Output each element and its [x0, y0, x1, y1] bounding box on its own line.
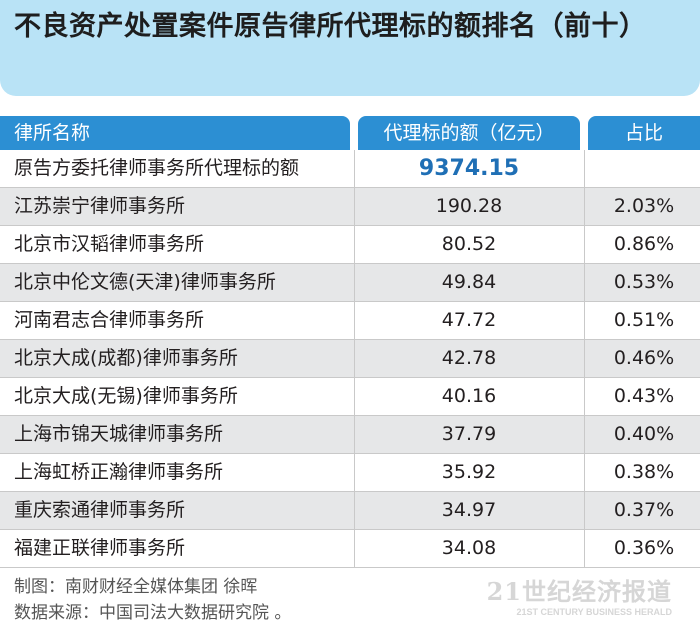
cell-amount: 34.97	[441, 499, 497, 521]
cell-share: 2.03%	[613, 195, 675, 217]
cell-firm-name: 上海市锦天城律师事务所	[14, 423, 224, 445]
chart-credit: 制图：南财财经全媒体集团 徐晖	[14, 577, 258, 597]
table-header: 律所名称 代理标的额（亿元） 占比	[0, 116, 700, 150]
logo-main-text: 21世纪经济报道	[486, 577, 672, 606]
column-divider	[584, 150, 585, 568]
publisher-logo: 21世纪经济报道 21ST CENTURY BUSINESS HERALD	[487, 578, 672, 618]
header-amount: 代理标的额（亿元）	[358, 116, 580, 150]
cell-amount: 35.92	[441, 461, 497, 483]
cell-amount: 37.79	[441, 423, 497, 445]
cell-share: 0.86%	[613, 233, 675, 255]
cell-share: 0.51%	[613, 309, 675, 331]
cell-firm-name: 北京大成(无锡)律师事务所	[14, 385, 238, 407]
cell-firm-name: 原告方委托律师事务所代理标的额	[14, 157, 300, 179]
table-row: 河南君志合律师事务所 47.72 0.51%	[0, 302, 700, 340]
table-row: 北京市汉韬律师事务所 80.52 0.86%	[0, 226, 700, 264]
cell-firm-name: 上海虹桥正瀚律师事务所	[14, 461, 224, 483]
table-row: 福建正联律师事务所 34.08 0.36%	[0, 530, 700, 568]
cell-share: 0.37%	[613, 499, 675, 521]
cell-amount: 80.52	[441, 233, 497, 255]
cell-share	[588, 150, 700, 187]
data-source: 数据来源：中国司法大数据研究院 。	[14, 603, 292, 623]
page-title: 不良资产处置案件原告律所代理标的额排名（前十）	[14, 11, 647, 42]
footer-notes: 制图：南财财经全媒体集团 徐晖 数据来源：中国司法大数据研究院 。	[14, 574, 291, 626]
cell-share: 0.43%	[613, 385, 675, 407]
header-share: 占比	[588, 116, 700, 150]
cell-firm-name: 江苏崇宁律师事务所	[14, 195, 186, 217]
cell-share: 0.46%	[613, 347, 675, 369]
cell-firm-name: 北京大成(成都)律师事务所	[14, 347, 238, 369]
cell-firm-name: 重庆索通律师事务所	[14, 499, 186, 521]
cell-amount: 9374.15	[418, 156, 520, 181]
cell-firm-name: 北京中伦文德(天津)律师事务所	[14, 271, 276, 293]
cell-amount: 34.08	[441, 537, 497, 559]
table-row: 江苏崇宁律师事务所 190.28 2.03%	[0, 188, 700, 226]
cell-share: 0.36%	[613, 537, 675, 559]
cell-firm-name: 北京市汉韬律师事务所	[14, 233, 205, 255]
table-row: 北京大成(无锡)律师事务所 40.16 0.43%	[0, 378, 700, 416]
cell-amount: 190.28	[435, 195, 503, 217]
cell-firm-name: 河南君志合律师事务所	[14, 309, 205, 331]
cell-amount: 42.78	[441, 347, 497, 369]
title-banner: 不良资产处置案件原告律所代理标的额排名（前十）	[0, 0, 700, 96]
table-row: 上海虹桥正瀚律师事务所 35.92 0.38%	[0, 454, 700, 492]
header-firm-name: 律所名称	[0, 116, 350, 150]
logo-sub-text: 21ST CENTURY BUSINESS HERALD	[516, 607, 672, 617]
cell-share: 0.38%	[613, 461, 675, 483]
cell-firm-name: 福建正联律师事务所	[14, 537, 186, 559]
cell-amount: 40.16	[441, 385, 497, 407]
table-row: 重庆索通律师事务所 34.97 0.37%	[0, 492, 700, 530]
table-row: 北京大成(成都)律师事务所 42.78 0.46%	[0, 340, 700, 378]
table-row: 上海市锦天城律师事务所 37.79 0.40%	[0, 416, 700, 454]
cell-amount: 49.84	[441, 271, 497, 293]
column-divider	[354, 150, 355, 568]
table-row-total: 原告方委托律师事务所代理标的额 9374.15	[0, 150, 700, 188]
cell-share: 0.40%	[613, 423, 675, 445]
ranking-table: 原告方委托律师事务所代理标的额 9374.15 江苏崇宁律师事务所 190.28…	[0, 150, 700, 568]
cell-share: 0.53%	[613, 271, 675, 293]
cell-amount: 47.72	[441, 309, 497, 331]
table-row: 北京中伦文德(天津)律师事务所 49.84 0.53%	[0, 264, 700, 302]
